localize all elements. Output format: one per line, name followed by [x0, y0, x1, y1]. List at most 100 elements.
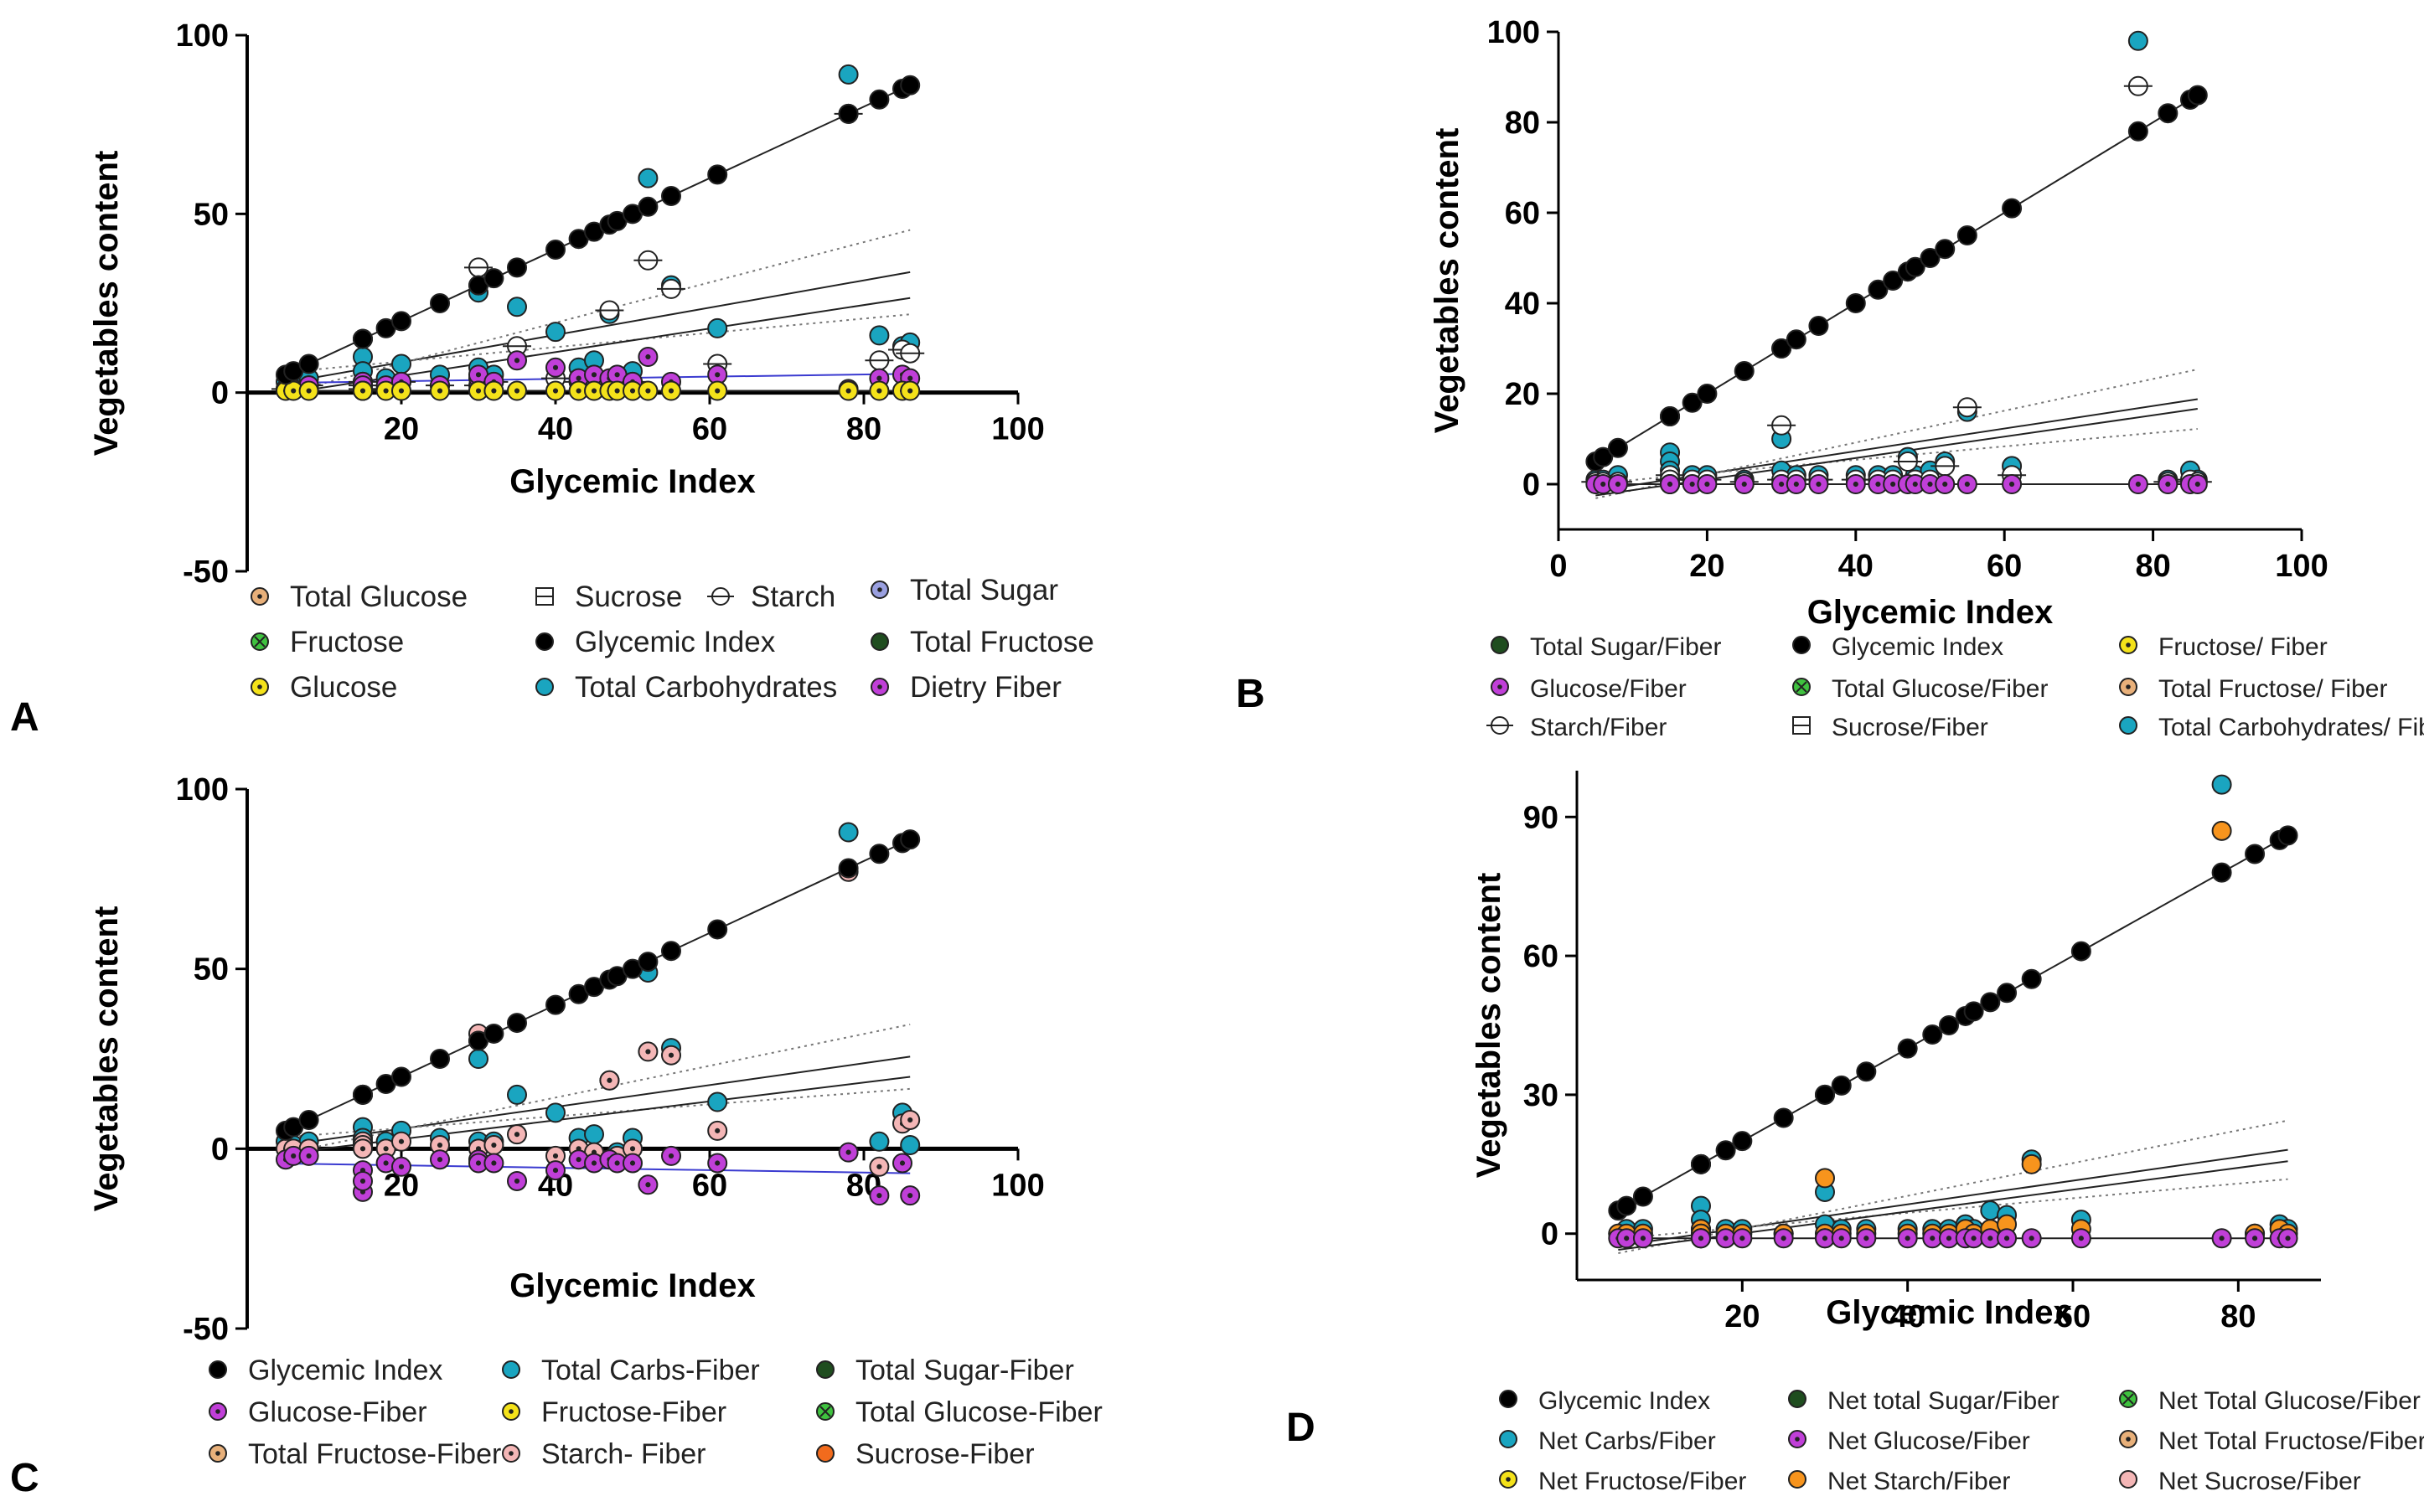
point-glycemic-index	[838, 858, 859, 879]
point-net-glucose-fiber	[1632, 1228, 1653, 1249]
point-total-carbs-fiber	[900, 1135, 921, 1156]
point-glycemic-index	[1616, 1195, 1637, 1216]
legend-item-starch-fiber: Starch- Fiber	[502, 1438, 706, 1470]
x-tick-label: 20	[1689, 549, 1724, 584]
point-total-carbohydrates	[391, 353, 411, 374]
point-starch-fiber	[661, 1045, 681, 1066]
series-glycemic-index	[1585, 85, 2208, 472]
series-glycemic-index	[276, 829, 921, 1141]
y-tick-label: 50	[194, 952, 229, 988]
point-dietry-fiber	[545, 357, 566, 378]
point-starch	[657, 278, 685, 299]
point-glycemic-index	[507, 257, 527, 278]
point-net-starch-fiber	[2211, 820, 2232, 841]
legend-marker	[209, 1444, 227, 1463]
point-glycemic-index	[1963, 1001, 1984, 1022]
point-starch-fiber	[1893, 452, 1922, 472]
point-glycemic-index	[298, 1109, 319, 1130]
legend: Total Sugar/Fiber Glucose/Fiber Starch/Fib…	[1486, 633, 2424, 741]
point-glycemic-index	[545, 994, 566, 1015]
point-net-glucose-fiber	[1831, 1228, 1852, 1249]
legend-marker	[1491, 636, 1509, 654]
point-glycemic-index	[2127, 121, 2148, 142]
point-total-carbs-fiber	[584, 1124, 604, 1145]
legend-label: Total Glucose	[290, 581, 468, 613]
point-glycemic-index	[869, 89, 890, 110]
point-glycemic-index	[353, 1084, 373, 1105]
point-glycemic-index	[1773, 1107, 1794, 1128]
legend-marker	[502, 1444, 520, 1463]
legend-label: Sucrose	[575, 581, 682, 613]
legend-label: Fructose-Fiber	[541, 1396, 726, 1428]
legend-item-total-sugar-fiber: Total Sugar-Fiber	[816, 1355, 1074, 1386]
point-net-glucose-fiber	[1980, 1228, 2001, 1249]
point-glycemic-index	[430, 1049, 450, 1069]
point-glucose	[661, 380, 681, 401]
legend-label: Glucose	[290, 671, 397, 704]
legend-item-total-sugar-fiber: Total Sugar/Fiber	[1491, 633, 1721, 661]
legend-label: Sucrose-Fiber	[855, 1438, 1035, 1470]
legend-marker	[816, 1360, 835, 1379]
point-glucose-fiber	[661, 1145, 681, 1166]
point-glucose-fiber	[900, 1185, 921, 1206]
legend-item-total-fructose: Total Fructose	[871, 626, 1094, 658]
point-total-carbs-fiber	[545, 1102, 566, 1123]
legend-marker	[1486, 716, 1513, 735]
point-net-glucose-fiber	[1815, 1228, 1835, 1249]
point-glycemic-index	[661, 186, 681, 206]
point-glucose	[353, 380, 373, 401]
legend-label: Net Fructose/Fiber	[1538, 1468, 1746, 1495]
y-axis-label: Vegetables content	[1429, 128, 1465, 434]
point-net-glucose-fiber	[1715, 1228, 1736, 1249]
point-glycemic-index	[1883, 271, 1904, 291]
point-glucose	[838, 380, 859, 401]
point-glucose-fiber	[568, 1149, 589, 1170]
x-tick-label: 60	[2055, 1299, 2091, 1334]
point-glycemic-index	[483, 1023, 504, 1044]
x-tick-label: 20	[384, 412, 419, 447]
point-glucose-fiber	[483, 1153, 504, 1174]
point-glycemic-index	[2021, 968, 2042, 989]
point-glucose-fiber	[607, 1153, 628, 1174]
point-glycemic-index	[2187, 85, 2208, 106]
legend-item-glycemic-index: Glycemic Index	[1792, 633, 2003, 661]
legend-label: Sucrose/Fiber	[1832, 714, 1988, 741]
point-starch-fiber	[391, 1131, 411, 1152]
x-tick-label: 40	[1890, 1299, 1925, 1334]
point-glycemic-index	[391, 311, 411, 332]
legend-label: Total Carbohydrates/ Fiber	[2158, 714, 2424, 741]
y-tick-label: 0	[1541, 1217, 1558, 1252]
legend-label: Total Carbohydrates	[575, 671, 837, 704]
point-net-glucose-fiber	[2021, 1228, 2042, 1249]
point-starch	[865, 350, 894, 371]
legend: Glycemic Index Glucose-Fiber Total Fructos…	[209, 1355, 1103, 1470]
legend-marker	[2119, 678, 2137, 696]
point-glycemic-index	[298, 353, 319, 374]
legend-marker	[251, 632, 269, 651]
point-starch	[633, 250, 663, 271]
panel-letter-d: D	[1286, 1406, 1315, 1450]
point-starch-fiber	[869, 1156, 890, 1177]
legend-item-net-total-fructose-fiber: Net Total Fructose/Fiber	[2119, 1427, 2424, 1455]
legend-marker	[1499, 1430, 1517, 1448]
y-tick-label: 0	[1522, 467, 1540, 503]
point-starch	[595, 300, 624, 321]
x-tick-label: 20	[1724, 1299, 1760, 1334]
x-tick-label: 60	[692, 412, 727, 447]
panel-a: -50 0 50 100 20 40 60 80 100 Glycemic Index Vegeta…	[10, 18, 1094, 740]
point-net-glucose-fiber	[1963, 1228, 1984, 1249]
point-total-carbs-fiber	[468, 1049, 488, 1069]
panel-letter-b: B	[1236, 672, 1265, 716]
point-glycemic-index	[707, 164, 728, 185]
legend-marker	[1792, 678, 1811, 696]
legend-item-total-fructose-fiber: Total Fructose/ Fiber	[2119, 675, 2387, 703]
point-glycemic-index	[1691, 1153, 1711, 1174]
point-total-carbs-fiber	[869, 1131, 890, 1152]
x-axis-label: Glycemic Index	[509, 463, 755, 500]
legend-item-net-total-glucose-fiber: Net Total Glucose/Fiber	[2119, 1387, 2421, 1415]
point-starch-fiber	[483, 1135, 504, 1156]
x-tick-label: 100	[991, 412, 1044, 447]
x-axis-label: Glycemic Index	[509, 1267, 755, 1304]
point-glycemic-index	[1868, 279, 1889, 300]
regression-line	[285, 1055, 911, 1147]
